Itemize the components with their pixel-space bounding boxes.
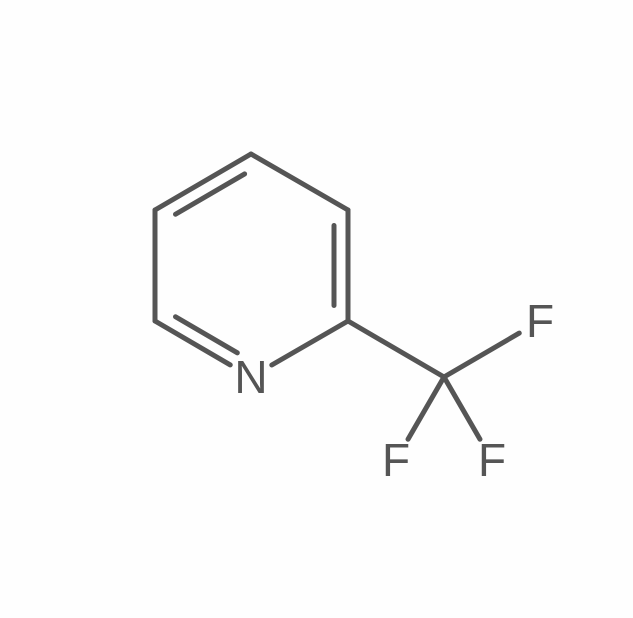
f-atom-label: F bbox=[478, 434, 506, 486]
molecule-diagram: N F F F bbox=[0, 0, 633, 618]
f-atom-label: F bbox=[526, 295, 554, 347]
n-atom-label: N bbox=[234, 351, 267, 403]
f-atom-label: F bbox=[382, 434, 410, 486]
